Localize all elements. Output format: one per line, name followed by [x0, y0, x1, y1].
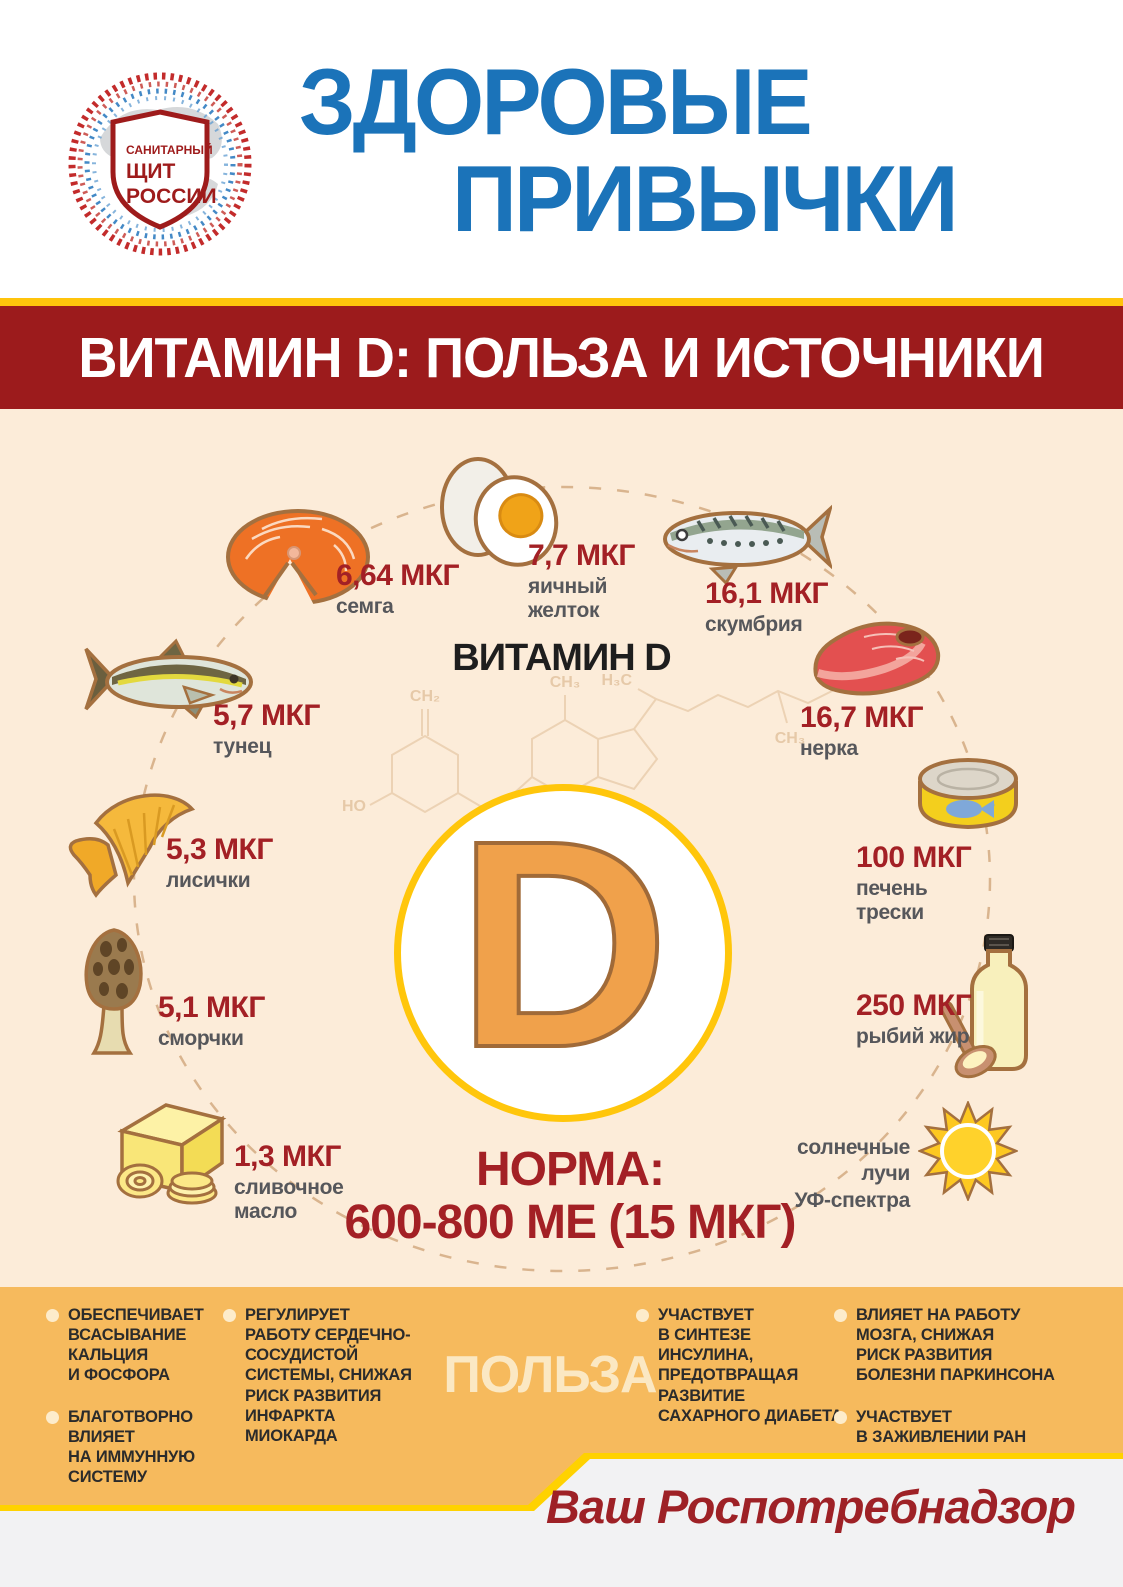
benefit-item: ОБЕСПЕЧИВАЕТ ВСАСЫВАНИЕ КАЛЬЦИЯ И ФОСФОР… — [68, 1305, 204, 1386]
norm-label: НОРМА: — [475, 1143, 665, 1196]
logo-globe-icon: САНИТАРНЫЙ ЩИТ РОССИИ — [68, 72, 252, 256]
salmon-steak-icon — [226, 509, 370, 613]
shield-icon — [110, 109, 210, 230]
page-title-line2: ПРИВЫЧКИ — [452, 146, 959, 251]
bullet-dot — [636, 1309, 649, 1322]
benefit-text: БЛАГОТВОРНО ВЛИЯЕТ НА ИММУННУЮ СИСТЕМУ — [68, 1408, 195, 1487]
source-label: рыбий жир — [856, 1025, 970, 1048]
norm-value: 600-800 МЕ (15 МКГ) — [344, 1196, 796, 1250]
source-label: сморчки — [158, 1027, 244, 1050]
sun-icon — [918, 1101, 1018, 1201]
benefit-text: ОБЕСПЕЧИВАЕТ ВСАСЫВАНИЕ КАЛЬЦИЯ И ФОСФОР… — [68, 1306, 204, 1385]
fish-silhouette — [946, 800, 995, 818]
source-value: 1,3 МКГ — [234, 1140, 341, 1173]
source-label: лисички — [166, 869, 251, 892]
benefit-item: ВЛИЯЕТ НА РАБОТУ МОЗГА, СНИЖАЯ РИСК РАЗВ… — [856, 1305, 1055, 1386]
source-label: сливочное масло — [234, 1176, 344, 1223]
source-value: 16,7 МКГ — [800, 701, 924, 734]
source-label: скумбрия — [705, 613, 803, 636]
source-value: 5,7 МКГ — [213, 699, 320, 732]
source-label: нерка — [800, 737, 858, 760]
egg-yolk-icon — [440, 457, 559, 567]
source-value: 16,1 МКГ — [705, 577, 829, 610]
chanterelle-mushroom-icon — [68, 793, 196, 898]
bullet-dot — [223, 1309, 236, 1322]
svg-text:CH₂: CH₂ — [410, 688, 440, 705]
logo-text-line3: РОССИИ — [126, 185, 217, 208]
source-value: 7,7 МКГ — [528, 539, 635, 572]
vitamin-d-diagram: HO CH₂ CH₃ H₃C CH₃ CH₃ ВИТАМИН D D НОРМА… — [0, 409, 1123, 1287]
benefit-item: УЧАСТВУЕТ В СИНТЕЗЕ ИНСУЛИНА, ПРЕДОТВРАЩ… — [658, 1305, 843, 1426]
benefit-item: УЧАСТВУЕТ В ЗАЖИВЛЕНИИ РАН — [856, 1407, 1026, 1447]
cod-liver-can-icon — [918, 758, 1018, 830]
butter-icon — [116, 1103, 227, 1205]
benefits-and-footer: ОБЕСПЕЧИВАЕТ ВСАСЫВАНИЕ КАЛЬЦИЯ И ФОСФОР… — [0, 1287, 1123, 1587]
bullet-dot — [46, 1309, 59, 1322]
source-value: 6,64 МКГ — [336, 559, 460, 592]
svg-text:CH₃: CH₃ — [775, 730, 806, 747]
benefit-item: РЕГУЛИРУЕТ РАБОТУ СЕРДЕЧНО- СОСУДИСТОЙ С… — [245, 1305, 412, 1446]
logo-text-line1: САНИТАРНЫЙ — [126, 142, 213, 157]
source-value: 100 МКГ — [856, 841, 972, 874]
gold-divider — [0, 298, 1123, 306]
banner-title: ВИТАМИН D: ПОЛЬЗА И ИСТОЧНИКИ — [78, 325, 1045, 390]
mackerel-fish-icon — [663, 504, 832, 584]
page-title-line1: ЗДОРОВЫЕ — [299, 49, 813, 154]
bullet-dot — [834, 1411, 847, 1424]
rospotrebnadzor-signature: Ваш Роспотребнадзор — [546, 1480, 1076, 1533]
header: САНИТАРНЫЙ ЩИТ РОССИИ ЗДОРОВЫЕ ПРИВЫЧКИ — [0, 0, 1123, 298]
logo-text-line2: ЩИТ — [126, 160, 175, 183]
benefit-item: БЛАГОТВОРНО ВЛИЯЕТ НА ИММУННУЮ СИСТЕМУ — [68, 1407, 195, 1488]
vitamin-d-letter: D — [454, 778, 671, 1109]
daily-norm: НОРМА: 600-800 МЕ (15 МКГ) — [260, 1143, 880, 1251]
morel-mushroom-icon — [84, 928, 143, 1055]
sanitary-shield-logo: САНИТАРНЫЙ ЩИТ РОССИИ — [62, 66, 258, 262]
svg-text:H₃C: H₃C — [601, 672, 632, 689]
dashed-circle — [132, 485, 992, 1273]
source-label: семга — [336, 595, 394, 618]
benefit-text: УЧАСТВУЕТ В СИНТЕЗЕ ИНСУЛИНА, ПРЕДОТВРАЩ… — [658, 1306, 843, 1425]
nerka-steak-icon — [813, 621, 941, 696]
fish-oil-bottle-icon — [939, 934, 1028, 1079]
svg-text:HO: HO — [342, 798, 366, 815]
bullet-dot — [834, 1309, 847, 1322]
source-label: печень трески — [856, 877, 928, 924]
source-value: 5,3 МКГ — [166, 833, 273, 866]
benefit-text: РЕГУЛИРУЕТ РАБОТУ СЕРДЕЧНО- СОСУДИСТОЙ С… — [245, 1306, 412, 1445]
diagram-heading: ВИТАМИН D — [452, 637, 671, 679]
vitamin-d-badge: D — [394, 784, 732, 1122]
halftone-ring — [68, 72, 252, 256]
source-value: 5,1 МКГ — [158, 991, 265, 1024]
tuna-fish-icon — [84, 638, 253, 719]
source-label: яичный желток — [528, 575, 608, 622]
source-value: 250 МКГ — [856, 989, 972, 1022]
svg-text:CH₃: CH₃ — [550, 674, 581, 691]
section-banner: ВИТАМИН D: ПОЛЬЗА И ИСТОЧНИКИ — [0, 306, 1123, 409]
bullet-dot — [46, 1411, 59, 1424]
benefit-text: УЧАСТВУЕТ В ЗАЖИВЛЕНИИ РАН — [856, 1408, 1027, 1447]
source-label: солнечные лучи УФ-спектра — [794, 1136, 910, 1212]
source-label: тунец — [213, 735, 272, 758]
benefit-text: ВЛИЯЕТ НА РАБОТУ МОЗГА, СНИЖАЯ РИСК РАЗВ… — [856, 1306, 1055, 1385]
benefits-heading: ПОЛЬЗА — [443, 1346, 657, 1404]
